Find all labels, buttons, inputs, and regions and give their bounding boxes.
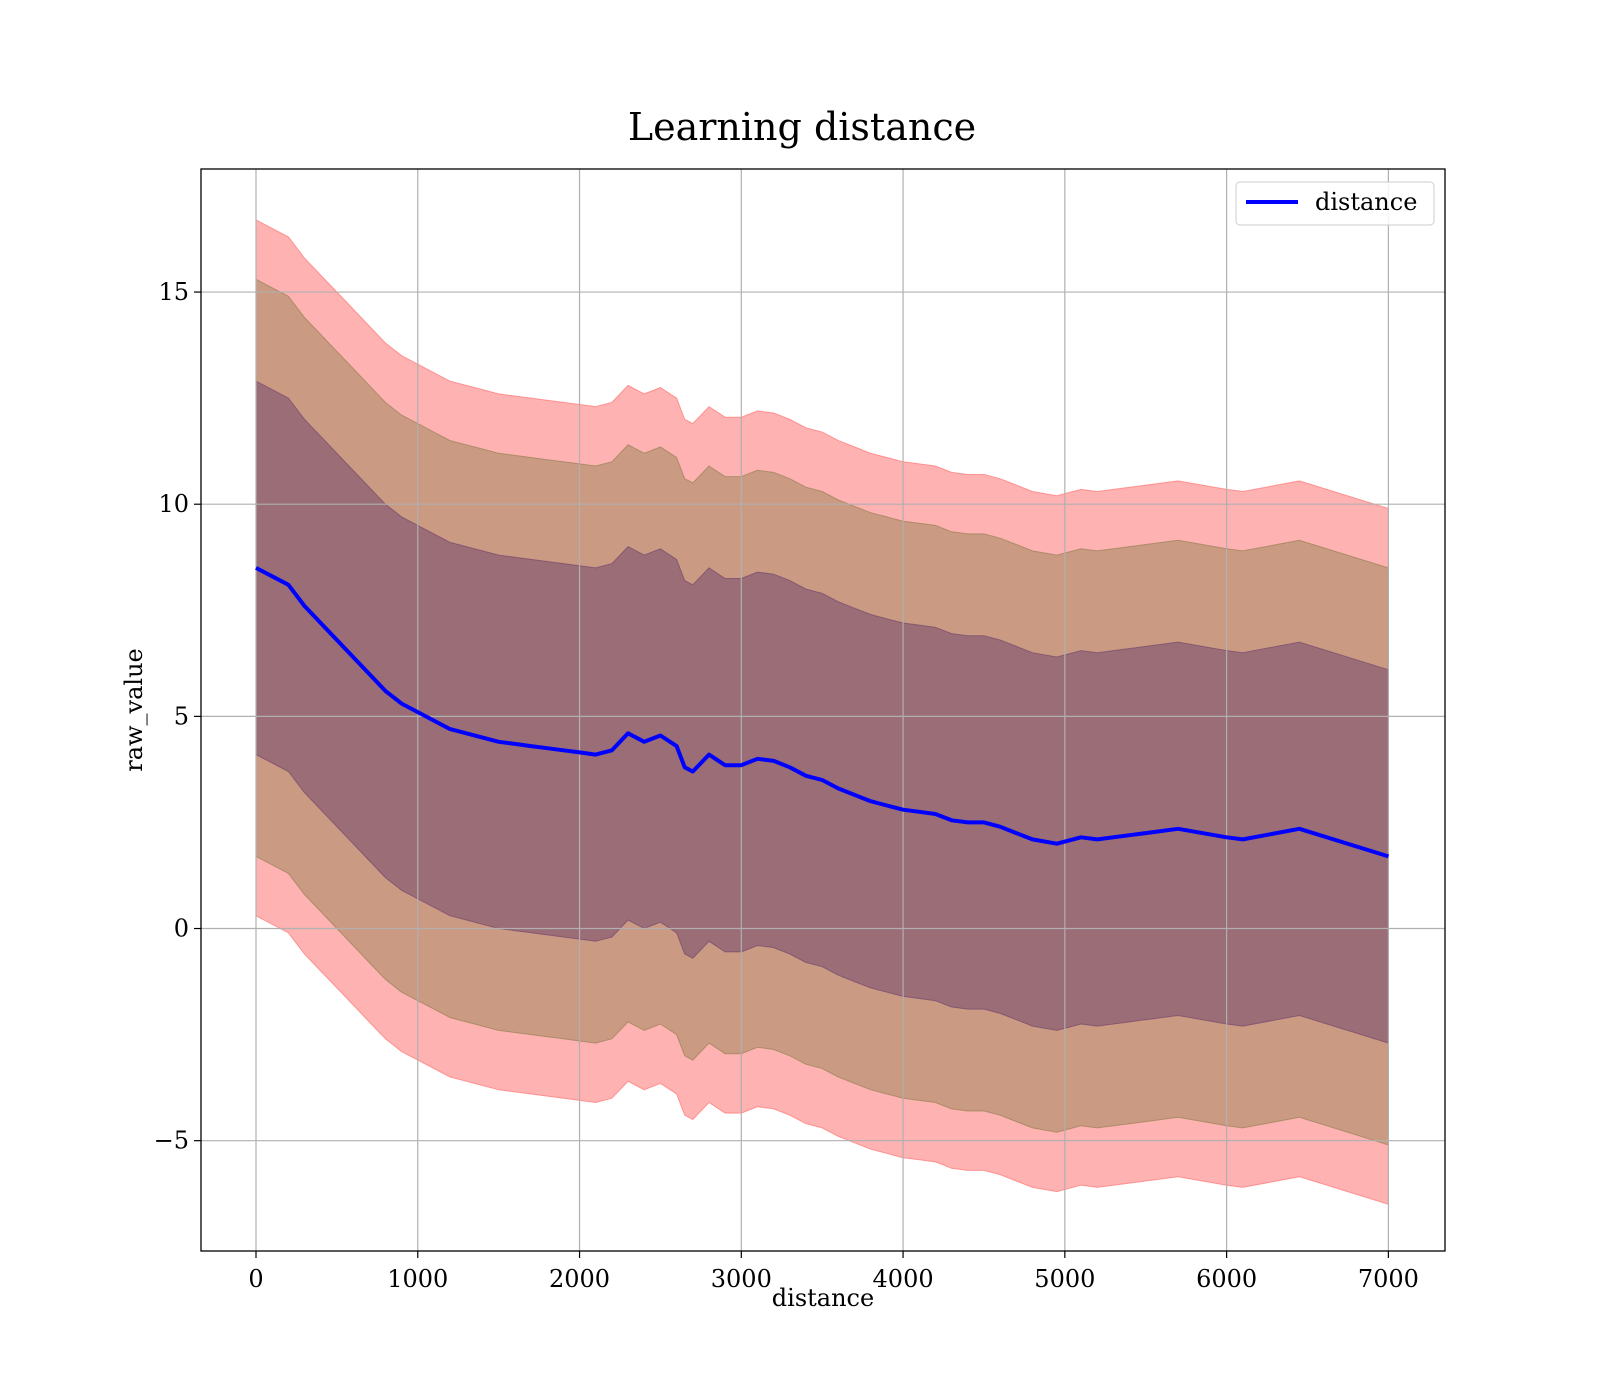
x-axis-label: distance: [772, 1284, 874, 1312]
axis-ticks: 0 1000 2000 3000 4000 5000 6000 7000 −5 0 5 10 15: [154, 278, 1419, 1293]
x-tick-label-4: 4000: [873, 1265, 934, 1293]
x-tick-label-7: 7000: [1358, 1265, 1419, 1293]
x-tick-label-2: 2000: [549, 1265, 610, 1293]
grid: [201, 169, 1445, 1251]
y-tick-label-0: −5: [154, 1127, 189, 1155]
plot-frame: [200, 168, 1446, 1252]
y-tick-label-3: 10: [158, 490, 189, 518]
y-tick-label-2: 5: [174, 702, 189, 730]
series-layer: [255, 566, 1389, 859]
y-tick-label-4: 15: [158, 278, 189, 306]
legend-box: [1235, 181, 1435, 226]
chart-title: Learning distance: [628, 105, 976, 149]
x-tick-label-3: 3000: [711, 1265, 772, 1293]
x-tick-label-5: 5000: [1034, 1265, 1095, 1293]
x-tick-label-6: 6000: [1196, 1265, 1257, 1293]
y-tick-label-1: 0: [174, 915, 189, 943]
x-tick-label-1: 1000: [387, 1265, 448, 1293]
legend-label: distance: [1315, 188, 1417, 216]
confidence-bands: [255, 219, 1389, 1205]
x-tick-label-0: 0: [248, 1265, 263, 1293]
legend: distance: [1235, 181, 1435, 226]
series-distance-line: [255, 566, 1389, 859]
y-axis-label: raw_value: [120, 648, 148, 772]
